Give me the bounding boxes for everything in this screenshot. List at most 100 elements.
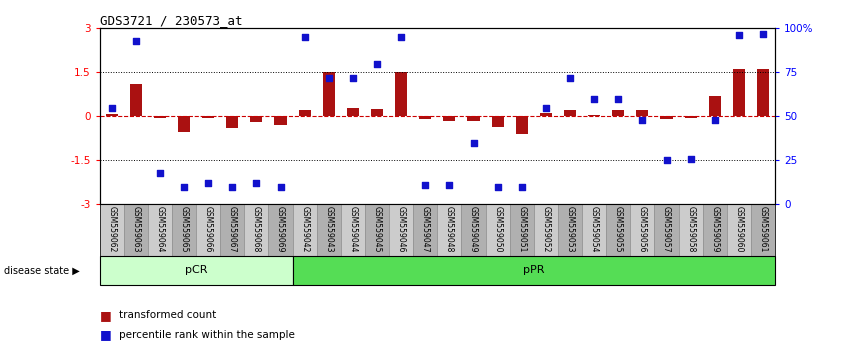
Point — [636, 117, 650, 123]
Point — [514, 184, 528, 189]
Text: GSM559067: GSM559067 — [228, 206, 236, 253]
Bar — [395, 72, 407, 116]
Text: pCR: pCR — [184, 265, 207, 275]
Bar — [293, 256, 775, 285]
Point — [660, 158, 674, 163]
Text: GSM559058: GSM559058 — [686, 206, 695, 253]
Point — [322, 75, 336, 80]
Point — [129, 38, 143, 44]
Bar — [130, 84, 142, 116]
Text: disease state ▶: disease state ▶ — [4, 265, 80, 275]
Bar — [492, 116, 504, 127]
Bar — [323, 72, 335, 116]
Bar — [226, 116, 238, 128]
Text: GSM559044: GSM559044 — [348, 206, 358, 253]
Text: transformed count: transformed count — [119, 310, 216, 320]
Text: GSM559061: GSM559061 — [759, 206, 767, 253]
Bar — [540, 113, 552, 116]
Bar — [371, 109, 383, 116]
Text: GDS3721 / 230573_at: GDS3721 / 230573_at — [100, 14, 242, 27]
Text: GSM559048: GSM559048 — [445, 206, 454, 253]
Point — [370, 61, 384, 66]
Text: GSM559043: GSM559043 — [324, 206, 333, 253]
Text: GSM559056: GSM559056 — [638, 206, 647, 253]
Bar — [341, 204, 365, 256]
Point — [467, 140, 481, 145]
Text: GSM559054: GSM559054 — [590, 206, 598, 253]
Bar — [100, 204, 124, 256]
Point — [201, 180, 215, 186]
Bar — [178, 116, 190, 132]
Bar — [708, 96, 721, 116]
Bar — [564, 110, 576, 116]
Text: GSM559053: GSM559053 — [565, 206, 574, 253]
Point — [225, 184, 239, 189]
Point — [177, 184, 191, 189]
Bar — [365, 204, 389, 256]
Bar — [533, 204, 558, 256]
Text: GSM559046: GSM559046 — [397, 206, 405, 253]
Bar — [606, 204, 630, 256]
Point — [298, 34, 312, 40]
Text: GSM559052: GSM559052 — [541, 206, 551, 253]
Bar — [558, 204, 582, 256]
Bar — [244, 204, 268, 256]
Bar — [100, 256, 293, 285]
Bar — [685, 116, 696, 118]
Text: GSM559047: GSM559047 — [421, 206, 430, 253]
Bar — [172, 204, 196, 256]
Text: GSM559066: GSM559066 — [204, 206, 213, 253]
Point — [587, 96, 601, 102]
Text: GSM559065: GSM559065 — [179, 206, 189, 253]
Text: ■: ■ — [100, 328, 112, 341]
Bar — [250, 116, 262, 122]
Text: GSM559051: GSM559051 — [517, 206, 527, 253]
Bar — [293, 204, 317, 256]
Bar — [751, 204, 775, 256]
Point — [153, 170, 167, 176]
Text: GSM559049: GSM559049 — [469, 206, 478, 253]
Point — [443, 182, 456, 188]
Bar — [317, 204, 341, 256]
Bar — [661, 116, 673, 119]
Bar — [419, 116, 431, 119]
Point — [491, 184, 505, 189]
Bar — [347, 108, 359, 116]
Bar — [443, 116, 456, 121]
Bar — [413, 204, 437, 256]
Text: GSM559068: GSM559068 — [252, 206, 261, 253]
Point — [418, 182, 432, 188]
Bar — [202, 116, 214, 118]
Bar — [275, 116, 287, 125]
Bar — [757, 69, 769, 116]
Point — [611, 96, 625, 102]
Text: percentile rank within the sample: percentile rank within the sample — [119, 330, 294, 339]
Bar — [727, 204, 751, 256]
Bar — [655, 204, 679, 256]
Bar — [437, 204, 462, 256]
Text: GSM559055: GSM559055 — [614, 206, 623, 253]
Text: GSM559062: GSM559062 — [107, 206, 116, 253]
Bar — [612, 110, 624, 116]
Point — [274, 184, 288, 189]
Bar — [510, 204, 533, 256]
Bar — [106, 114, 118, 116]
Bar — [462, 204, 486, 256]
Point — [105, 105, 119, 110]
Text: GSM559050: GSM559050 — [493, 206, 502, 253]
Bar — [196, 204, 220, 256]
Bar — [389, 204, 413, 256]
Bar — [124, 204, 148, 256]
Bar — [148, 204, 172, 256]
Bar — [702, 204, 727, 256]
Text: pPR: pPR — [523, 265, 545, 275]
Bar — [637, 110, 649, 116]
Bar — [486, 204, 510, 256]
Bar — [630, 204, 655, 256]
Bar — [220, 204, 244, 256]
Bar — [154, 116, 166, 118]
Point — [539, 105, 553, 110]
Bar — [468, 116, 480, 121]
Point — [249, 180, 263, 186]
Text: GSM559045: GSM559045 — [372, 206, 382, 253]
